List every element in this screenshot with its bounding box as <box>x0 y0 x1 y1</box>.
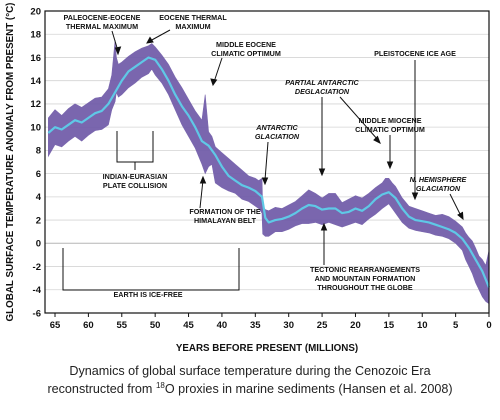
annotation-label: N. HEMISPHERE <box>410 175 467 184</box>
y-tick-label: 16 <box>30 53 41 64</box>
annotation-label: PLEISTOCENE ICE AGE <box>374 49 456 58</box>
y-tick-label: 18 <box>30 30 41 41</box>
x-tick-label: 5 <box>453 320 459 331</box>
temperature-mean-line <box>47 56 491 288</box>
annotation-label: EOCENE THERMAL <box>159 13 227 22</box>
y-tick-label: 6 <box>36 169 41 180</box>
y-tick-label: 0 <box>36 239 41 250</box>
annotation-label: CLIMATIC OPTIMUM <box>355 125 425 134</box>
y-tick-label: 20 <box>30 6 41 17</box>
gridlines <box>45 33 489 291</box>
y-axis-title: GLOBAL SURFACE TEMPERATURE ANOMALY FROM … <box>5 3 16 322</box>
figure-caption: Dynamics of global surface temperature d… <box>0 362 500 418</box>
caption-line-1: Dynamics of global surface temperature d… <box>69 364 431 378</box>
annotation-label: ANTARCTIC <box>255 123 298 132</box>
annotation-label: CLIMATIC OPTIMUM <box>211 49 281 58</box>
x-tick-label: 55 <box>116 320 127 331</box>
y-tick-label: 12 <box>30 99 41 110</box>
annotation-label: PARTIAL ANTARCTIC <box>285 78 359 87</box>
annotation-label: INDIAN-EURASIAN <box>103 172 168 181</box>
annotation-label: FORMATION OF THE <box>189 207 261 216</box>
x-tick-label: 25 <box>317 320 328 331</box>
x-tick-label: 0 <box>486 320 491 331</box>
annotation-label: GLACIATION <box>416 184 461 193</box>
caption-superscript: 18 <box>155 380 165 390</box>
x-axis-ticks: 65 60 55 50 45 40 35 30 25 20 15 10 5 0 <box>50 313 492 331</box>
y-tick-label: -6 <box>33 308 41 319</box>
x-tick-label: 30 <box>283 320 294 331</box>
x-tick-label: 40 <box>217 320 228 331</box>
x-tick-label: 35 <box>250 320 261 331</box>
annotation-label: MAXIMUM <box>175 22 210 31</box>
y-tick-label: 14 <box>30 76 41 87</box>
x-tick-label: 60 <box>83 320 94 331</box>
y-axis-ticks: -6 -4 -2 0 2 4 6 8 10 12 14 16 18 20 <box>30 6 41 319</box>
x-tick-label: 45 <box>183 320 194 331</box>
annotation-label: MIDDLE EOCENE <box>216 40 276 49</box>
caption-line-2: reconstructed from 18O proxies in marine… <box>0 380 500 398</box>
annotation-label: TECTONIC REARRANGEMENTS <box>310 265 420 274</box>
y-tick-label: 10 <box>30 122 41 133</box>
caption-line-2-end: O proxies in marine sediments (Hansen et… <box>164 382 453 396</box>
annotation-label: HIMALAYAN BELT <box>194 216 257 225</box>
annotation-arrows <box>111 29 464 265</box>
y-tick-label: 4 <box>36 192 42 203</box>
y-tick-label: 8 <box>36 146 41 157</box>
annotation-label: PLATE COLLISION <box>103 181 167 190</box>
y-tick-label: -2 <box>33 262 41 273</box>
annotation-label: GLACIATION <box>255 132 300 141</box>
x-tick-label: 10 <box>417 320 428 331</box>
annotation-label: MIDDLE MIOCENE <box>358 116 421 125</box>
caption-line-2-start: reconstructed from <box>47 382 156 396</box>
annotation-label: DEGLACIATION <box>295 87 350 96</box>
annotation-label: EARTH IS ICE-FREE <box>113 290 182 299</box>
annotation-label: THROUGHOUT THE GLOBE <box>317 283 413 292</box>
plot-frame <box>44 10 490 314</box>
y-tick-label: -4 <box>33 285 42 296</box>
x-tick-label: 20 <box>350 320 361 331</box>
annotation-label: AND MOUNTAIN FORMATION <box>315 274 416 283</box>
annotation-label: THERMAL MAXIMUM <box>66 22 138 31</box>
x-tick-label: 50 <box>150 320 161 331</box>
annotation-brackets <box>62 131 240 291</box>
x-tick-label: 15 <box>384 320 395 331</box>
x-axis-title: YEARS BEFORE PRESENT (MILLIONS) <box>176 343 358 354</box>
annotation-label: PALEOCENE-EOCENE <box>64 13 141 22</box>
x-tick-label: 65 <box>50 320 61 331</box>
y-tick-label: 2 <box>36 215 41 226</box>
